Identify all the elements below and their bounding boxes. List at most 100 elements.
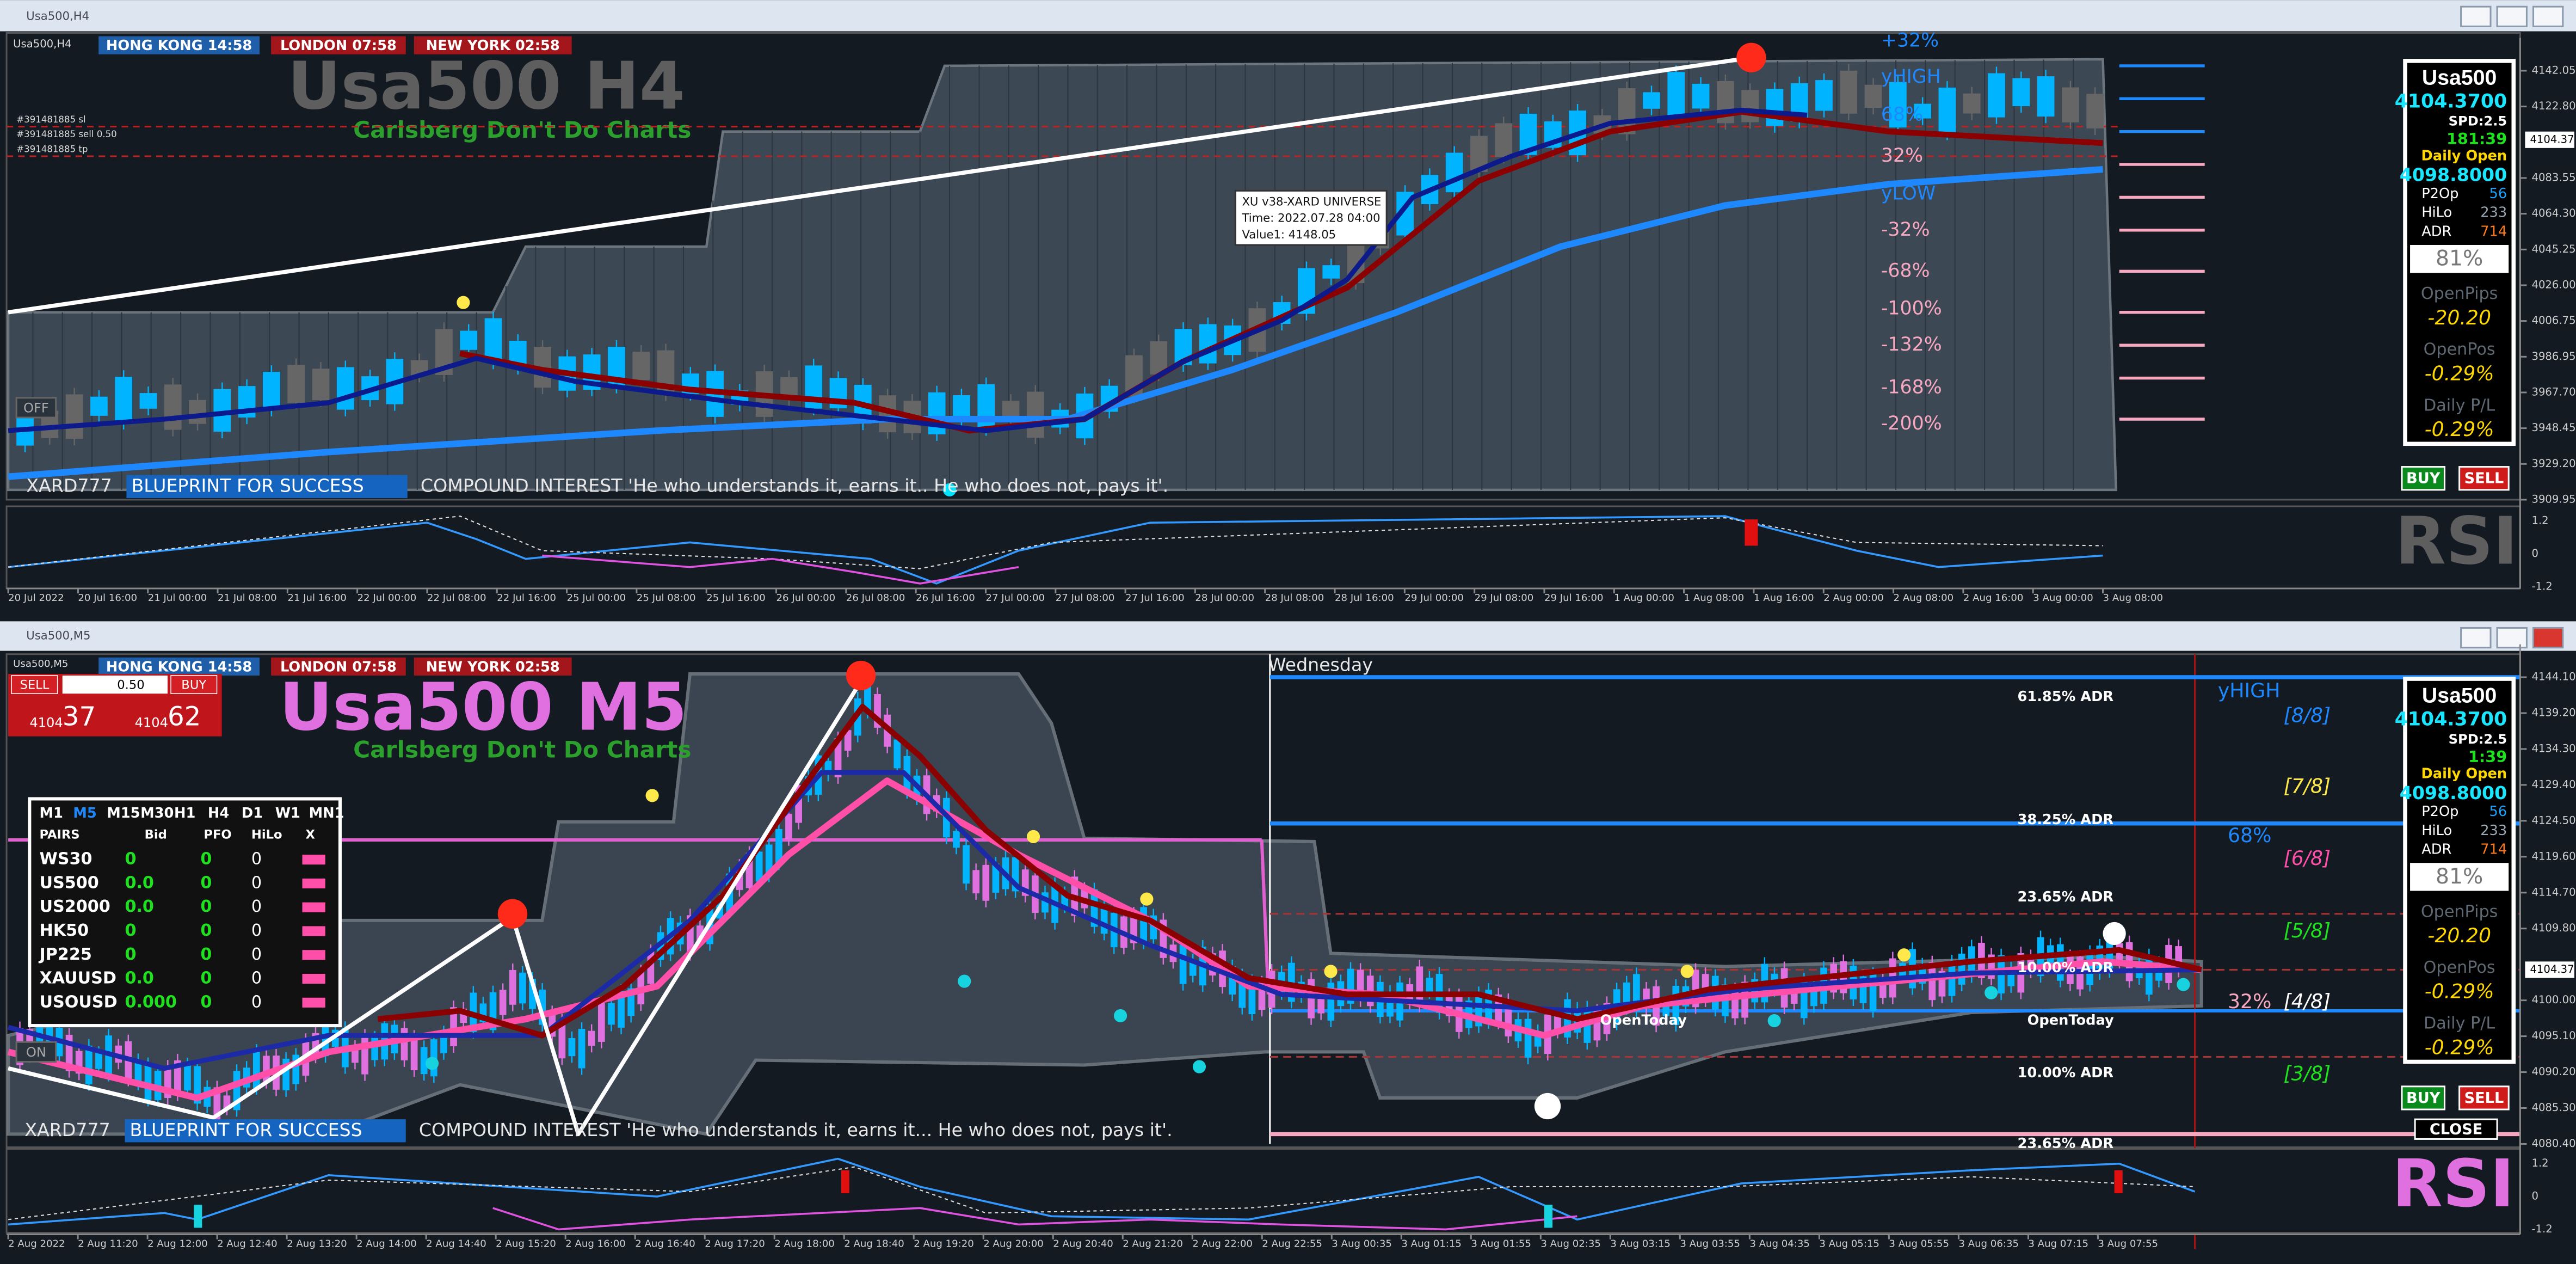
rsi-tick-label: 1.2 [2531,1157,2548,1169]
window-controls[interactable] [2460,5,2564,649]
buy-button[interactable] [2401,1085,2445,1110]
timeframe-tab[interactable]: H1 [174,805,195,821]
pair-marker [302,855,325,865]
signal-dot [1534,1093,1561,1120]
banner-text: COMPOUND INTEREST 'He who understands it… [419,1119,1173,1140]
timeframe-tab[interactable]: M5 [73,805,96,821]
pair-pfo: 0 [200,992,212,1011]
rsi-line [492,1207,1577,1231]
rsi-spike [1745,519,1758,546]
timeframe-tab[interactable]: M15 [107,805,140,821]
close-label: CLOSE [2430,1121,2482,1138]
fib-label: [3/8] [2284,1062,2331,1085]
sell-label: SELL [20,678,49,692]
panel-row-label: HiLo [2421,823,2452,839]
time-tick-label: 2 Aug 20:40 [1053,1238,1113,1250]
timeframe-tab[interactable]: H4 [208,805,229,821]
panel-percent: 81% [2436,864,2483,889]
ask-pips: 62 [168,702,201,732]
signal-dot [645,789,659,802]
panel-row-label: HiLo [2421,205,2452,221]
candle [588,1030,595,1046]
pair-bid: 0 [125,850,136,869]
window-title: Usa500,H4 [26,9,89,22]
signal-dot [1767,1014,1781,1028]
candle [1524,1018,1532,1058]
pair-hilo: 0 [251,969,262,988]
rsi-window [5,1148,2521,1234]
time-tick-label: 2 Aug 14:40 [426,1238,486,1250]
toggle-button[interactable] [15,1041,57,1063]
chart-label: Usa500,M5 [13,658,68,670]
price-tick-label: 4080.40 [2531,1137,2575,1150]
session-clock: HONG KONG 14:58 [106,38,252,54]
signal-dot [1140,892,1154,906]
time-tick-label: 20 Jul 2022 [8,592,64,604]
sell-button[interactable] [2458,1085,2510,1110]
level-label: yHIGH [1881,66,1941,88]
window-title: Usa500,M5 [26,629,90,642]
buy-button[interactable] [170,675,218,694]
panel-open-price: 4098.8000 [2400,164,2507,186]
panel-stat-label: OpenPips [2421,902,2498,921]
pair-name: US2000 [39,897,110,916]
price-tick-label: 3967.70 [2531,385,2575,398]
candle [144,1064,152,1100]
lots-input[interactable] [62,676,168,694]
panel-stat-value: -20.20 [2427,924,2491,947]
candle [953,831,960,848]
candle [1815,80,1833,111]
timeframe-tab[interactable]: D1 [242,805,263,821]
time-tick-label: 1 Aug 08:00 [1684,592,1745,604]
candle [312,369,330,401]
adr-label: 10.00% ADR [2017,1065,2113,1081]
candle [519,972,526,1004]
candle [134,1060,142,1084]
panel-stat-label: OpenPos [2424,340,2495,359]
banner-name: XARD777 [26,475,112,496]
panel-price: 4104.3700 [2395,90,2507,112]
candle [1928,962,1936,1001]
pair-marker [302,902,325,912]
price-tick-label: 4122.80 [2531,100,2575,112]
tooltip-line: Value1: 4148.05 [1242,228,1336,241]
timeframe-tab[interactable]: MN1 [309,805,344,821]
close-trade-button[interactable] [2414,1118,2498,1140]
candle [1766,89,1784,126]
maximize-button[interactable] [2496,627,2528,649]
maximize-button[interactable] [2496,5,2528,27]
minimize-button[interactable] [2460,627,2492,649]
candle [1840,70,1858,114]
panel-stat-value: -0.29% [2425,418,2494,441]
toggle-button[interactable] [15,397,57,419]
timeframe-tab[interactable]: M30 [140,805,174,821]
timeframe-tab[interactable]: M1 [39,805,63,821]
candle [1963,93,1981,114]
time-tick-label: 1 Aug 16:00 [1754,592,1814,604]
buy-button[interactable] [2401,466,2445,491]
candle [95,1053,102,1069]
candle [509,970,516,1005]
sell-button[interactable] [11,675,58,694]
signal-dot [1192,1060,1206,1073]
minimize-button[interactable] [2460,5,2492,27]
candle [1988,73,2005,118]
time-tick-label: 29 Jul 08:00 [1475,592,1534,604]
chart-layers: Usa500,H4 Usa500,H4 HONG KONG 14:58 LONDON … [5,9,2576,1250]
panel-label: Daily Open [2421,148,2507,164]
candle [834,738,842,777]
close-button[interactable] [2532,627,2564,649]
title-bar [0,0,2576,32]
sell-button[interactable] [2458,466,2510,491]
timeframe-tab[interactable]: W1 [275,805,300,821]
pair-bid: 0.0 [125,897,153,916]
panel-symbol: Usa500 [2422,65,2497,89]
close-button[interactable] [2532,5,2564,27]
candle [893,739,901,769]
candle [499,990,507,1015]
candle [1938,87,1956,134]
candle [977,384,995,429]
time-tick-label: 28 Jul 16:00 [1335,592,1394,604]
candle [1150,341,1168,375]
